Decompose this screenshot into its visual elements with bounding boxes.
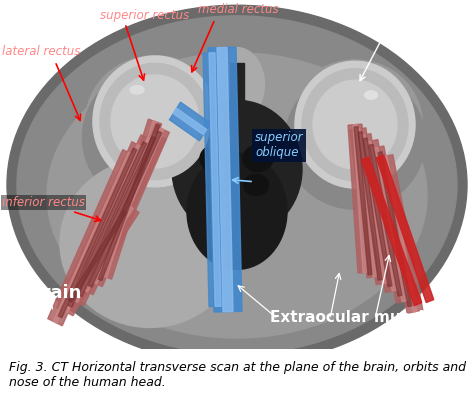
Polygon shape	[376, 155, 434, 302]
Ellipse shape	[210, 47, 264, 121]
Ellipse shape	[244, 174, 268, 195]
Ellipse shape	[47, 53, 427, 338]
Ellipse shape	[206, 174, 230, 195]
Polygon shape	[99, 119, 162, 279]
Text: Extraocular muscles: Extraocular muscles	[270, 310, 443, 325]
Ellipse shape	[17, 16, 457, 354]
Polygon shape	[57, 142, 148, 316]
Text: superior
oblique: superior oblique	[255, 131, 304, 159]
Polygon shape	[359, 135, 388, 284]
Ellipse shape	[130, 86, 144, 94]
Polygon shape	[209, 53, 221, 307]
Circle shape	[295, 61, 415, 188]
Polygon shape	[73, 138, 153, 302]
Text: Brain: Brain	[28, 284, 82, 302]
Polygon shape	[353, 134, 394, 285]
Circle shape	[302, 68, 408, 181]
Polygon shape	[203, 52, 227, 307]
Polygon shape	[372, 147, 408, 302]
Polygon shape	[208, 47, 242, 312]
Ellipse shape	[172, 100, 302, 238]
Polygon shape	[56, 200, 139, 313]
Text: superior rectus: superior rectus	[100, 9, 189, 22]
Polygon shape	[348, 124, 372, 273]
Polygon shape	[88, 131, 162, 287]
Circle shape	[100, 63, 210, 180]
Polygon shape	[173, 108, 207, 135]
Polygon shape	[383, 156, 417, 312]
Polygon shape	[62, 204, 133, 309]
Polygon shape	[378, 152, 412, 307]
Ellipse shape	[243, 145, 273, 172]
Polygon shape	[93, 128, 164, 284]
Circle shape	[295, 61, 415, 188]
Polygon shape	[358, 139, 405, 292]
Circle shape	[93, 56, 217, 187]
Bar	[230, 63, 244, 190]
Polygon shape	[58, 148, 137, 318]
Polygon shape	[365, 141, 398, 291]
Polygon shape	[62, 144, 143, 313]
Ellipse shape	[187, 153, 287, 269]
Text: Lens: Lens	[378, 0, 429, 17]
Text: Fig. 3. CT Horizontal transverse scan at the plane of the brain, orbits and
nose: Fig. 3. CT Horizontal transverse scan at…	[9, 362, 466, 389]
Ellipse shape	[200, 145, 230, 172]
Polygon shape	[369, 144, 402, 296]
Polygon shape	[98, 124, 160, 281]
Polygon shape	[353, 124, 367, 273]
Ellipse shape	[7, 5, 467, 365]
Polygon shape	[88, 125, 169, 286]
Ellipse shape	[285, 72, 425, 209]
Polygon shape	[377, 155, 423, 313]
Ellipse shape	[60, 158, 240, 328]
Polygon shape	[66, 135, 159, 306]
Ellipse shape	[82, 66, 228, 209]
Polygon shape	[217, 47, 233, 312]
Circle shape	[313, 80, 397, 169]
Polygon shape	[361, 157, 422, 306]
Polygon shape	[48, 150, 137, 326]
Polygon shape	[68, 210, 127, 302]
Polygon shape	[78, 136, 156, 297]
Text: lateral rectus: lateral rectus	[2, 45, 81, 58]
Polygon shape	[356, 129, 377, 277]
Text: medial rectus: medial rectus	[198, 3, 279, 16]
Polygon shape	[358, 132, 382, 280]
Polygon shape	[363, 138, 392, 286]
Polygon shape	[77, 131, 166, 295]
Ellipse shape	[365, 91, 377, 99]
Circle shape	[111, 75, 199, 168]
Polygon shape	[103, 121, 157, 278]
Polygon shape	[350, 128, 383, 278]
Circle shape	[93, 56, 217, 187]
Polygon shape	[82, 134, 161, 292]
Polygon shape	[68, 142, 147, 307]
Polygon shape	[53, 152, 132, 323]
Polygon shape	[169, 102, 210, 141]
Polygon shape	[366, 146, 414, 303]
Polygon shape	[354, 126, 372, 275]
Text: inferior rectus: inferior rectus	[2, 196, 85, 209]
